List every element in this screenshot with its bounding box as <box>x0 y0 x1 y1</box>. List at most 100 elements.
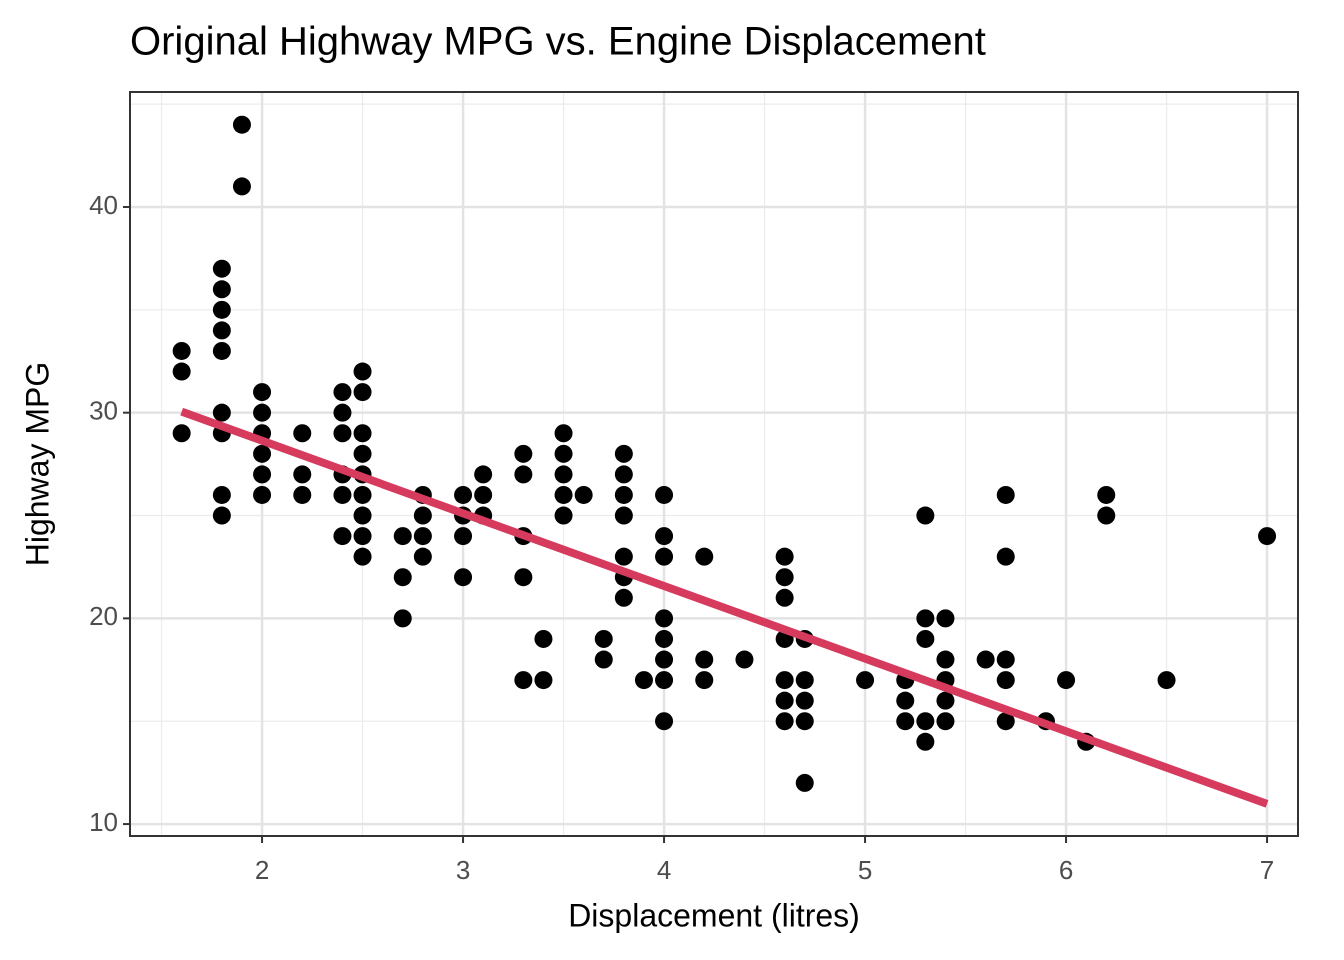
point <box>775 568 794 587</box>
point <box>936 650 955 669</box>
point <box>695 547 714 566</box>
point <box>655 712 674 731</box>
point <box>333 403 352 422</box>
point <box>1057 671 1076 690</box>
point <box>212 280 231 299</box>
point <box>795 773 814 792</box>
point <box>353 485 372 504</box>
point <box>353 444 372 463</box>
trend-line <box>180 407 1269 808</box>
point <box>353 527 372 546</box>
point <box>514 465 533 484</box>
point <box>775 588 794 607</box>
point <box>916 712 935 731</box>
point <box>996 712 1015 731</box>
point <box>775 671 794 690</box>
point <box>856 671 875 690</box>
point <box>393 568 412 587</box>
point <box>212 403 231 422</box>
point <box>413 547 432 566</box>
point <box>594 629 613 648</box>
point <box>936 609 955 628</box>
point <box>232 115 251 134</box>
point <box>1258 527 1277 546</box>
point <box>614 588 633 607</box>
point <box>232 177 251 196</box>
point <box>253 444 272 463</box>
chart-title: Original Highway MPG vs. Engine Displace… <box>130 20 986 64</box>
point <box>554 485 573 504</box>
point <box>554 424 573 443</box>
point <box>474 485 493 504</box>
point <box>212 506 231 525</box>
point <box>775 547 794 566</box>
point <box>253 485 272 504</box>
point <box>896 691 915 710</box>
point <box>293 424 312 443</box>
point <box>333 424 352 443</box>
point <box>514 568 533 587</box>
point <box>393 527 412 546</box>
point <box>655 671 674 690</box>
point <box>534 671 553 690</box>
point <box>253 403 272 422</box>
y-tick-label: 20 <box>89 601 118 631</box>
x-tick-label: 5 <box>858 855 872 885</box>
point <box>614 506 633 525</box>
point <box>916 629 935 648</box>
point <box>172 341 191 360</box>
point <box>795 671 814 690</box>
point <box>936 712 955 731</box>
point <box>976 650 995 669</box>
point <box>212 259 231 278</box>
point <box>454 527 473 546</box>
y-tick-label: 40 <box>89 190 118 220</box>
point <box>554 444 573 463</box>
plot-border <box>129 91 1299 837</box>
point <box>655 527 674 546</box>
x-axis-title: Displacement (litres) <box>568 897 860 933</box>
point <box>614 485 633 504</box>
point <box>614 547 633 566</box>
point <box>554 506 573 525</box>
point <box>1097 506 1116 525</box>
point <box>353 424 372 443</box>
point <box>393 609 412 628</box>
y-tick-label: 30 <box>89 396 118 426</box>
point <box>172 362 191 381</box>
x-tick-label: 6 <box>1059 855 1073 885</box>
point <box>936 691 955 710</box>
point <box>614 465 633 484</box>
point <box>333 383 352 402</box>
point <box>795 691 814 710</box>
point <box>353 362 372 381</box>
point <box>655 547 674 566</box>
point <box>212 300 231 319</box>
point <box>655 485 674 504</box>
point <box>695 671 714 690</box>
point <box>554 465 573 484</box>
point <box>514 444 533 463</box>
point <box>172 424 191 443</box>
y-tick-label: 10 <box>89 807 118 837</box>
point <box>353 506 372 525</box>
point <box>655 609 674 628</box>
point <box>896 712 915 731</box>
x-tick-label: 4 <box>657 855 671 885</box>
point <box>333 527 352 546</box>
point <box>996 671 1015 690</box>
point <box>454 568 473 587</box>
point <box>775 691 794 710</box>
point <box>293 465 312 484</box>
point <box>916 732 935 751</box>
point <box>514 671 533 690</box>
point <box>594 650 613 669</box>
point <box>634 671 653 690</box>
point <box>916 609 935 628</box>
point <box>474 465 493 484</box>
point <box>454 485 473 504</box>
point <box>655 650 674 669</box>
point <box>574 485 593 504</box>
